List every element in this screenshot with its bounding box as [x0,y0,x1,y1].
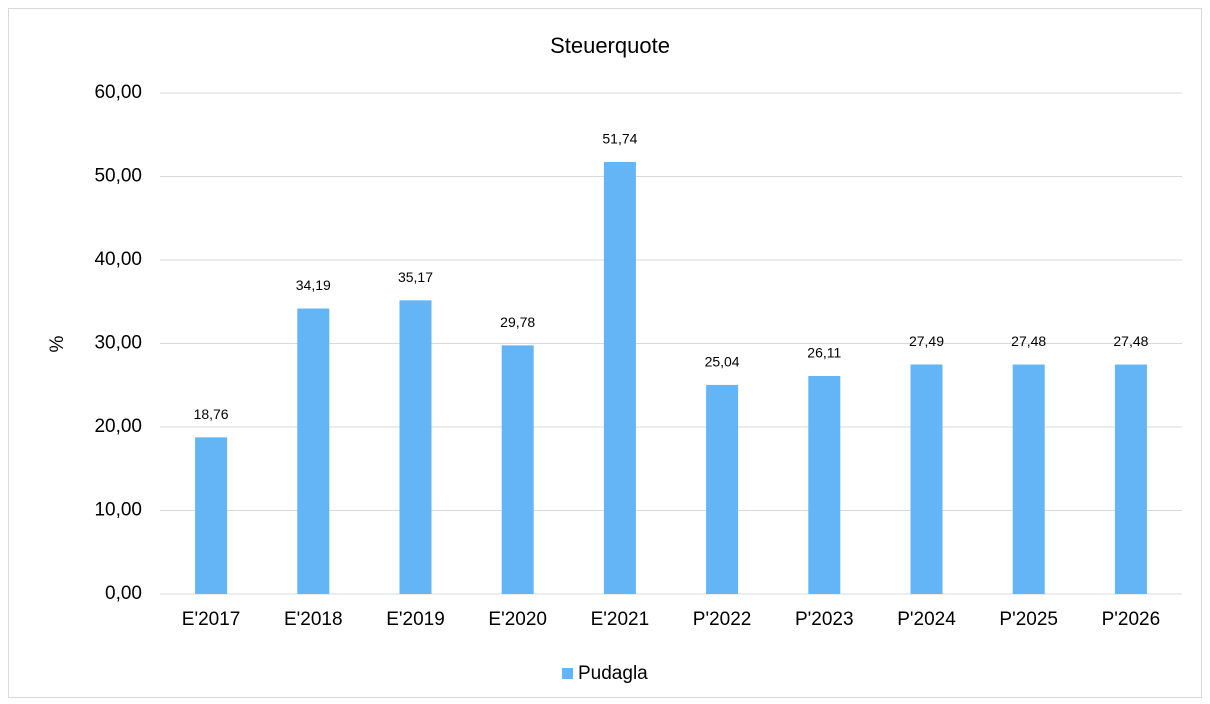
bar [808,375,841,594]
bar [706,384,739,594]
data-label: 29,78 [500,314,535,330]
y-tick-label: 0,00 [105,583,142,604]
data-label: 51,74 [602,131,637,147]
y-axis-label: % [47,335,68,352]
x-tick-label: P'2025 [999,609,1058,630]
x-tick-label: P'2024 [897,609,956,630]
data-label: 34,19 [296,277,331,293]
x-tick-label: E'2018 [284,609,343,630]
bar [1012,364,1045,594]
legend-label: Pudagla [578,663,648,684]
data-label: 27,48 [1113,333,1148,349]
x-tick-label: P'2022 [693,609,752,630]
bar [195,437,228,594]
data-label: 25,04 [705,354,740,370]
bar [1114,364,1147,594]
y-tick-label: 30,00 [94,333,142,354]
data-label: 35,17 [398,269,433,285]
y-tick-label: 20,00 [94,416,142,437]
legend-swatch [562,668,573,679]
y-tick-label: 60,00 [94,82,142,103]
data-label: 18,76 [194,406,229,422]
bar [501,345,534,594]
y-tick-label: 50,00 [94,166,142,187]
bar [297,308,330,594]
x-tick-label: E'2020 [488,609,547,630]
y-tick-label: 10,00 [94,500,142,521]
x-tick-label: E'2017 [182,609,241,630]
data-label: 26,11 [807,345,841,361]
x-tick-label: E'2019 [386,609,445,630]
data-label: 27,49 [909,333,944,349]
y-tick-label: 40,00 [94,249,142,270]
bar [399,300,432,594]
bar [603,161,636,594]
x-tick-label: E'2021 [591,609,650,630]
x-tick-label: P'2023 [795,609,854,630]
x-tick-label: P'2026 [1102,609,1161,630]
chart-title: Steuerquote [550,33,670,58]
bar [910,364,943,594]
data-label: 27,48 [1011,333,1046,349]
